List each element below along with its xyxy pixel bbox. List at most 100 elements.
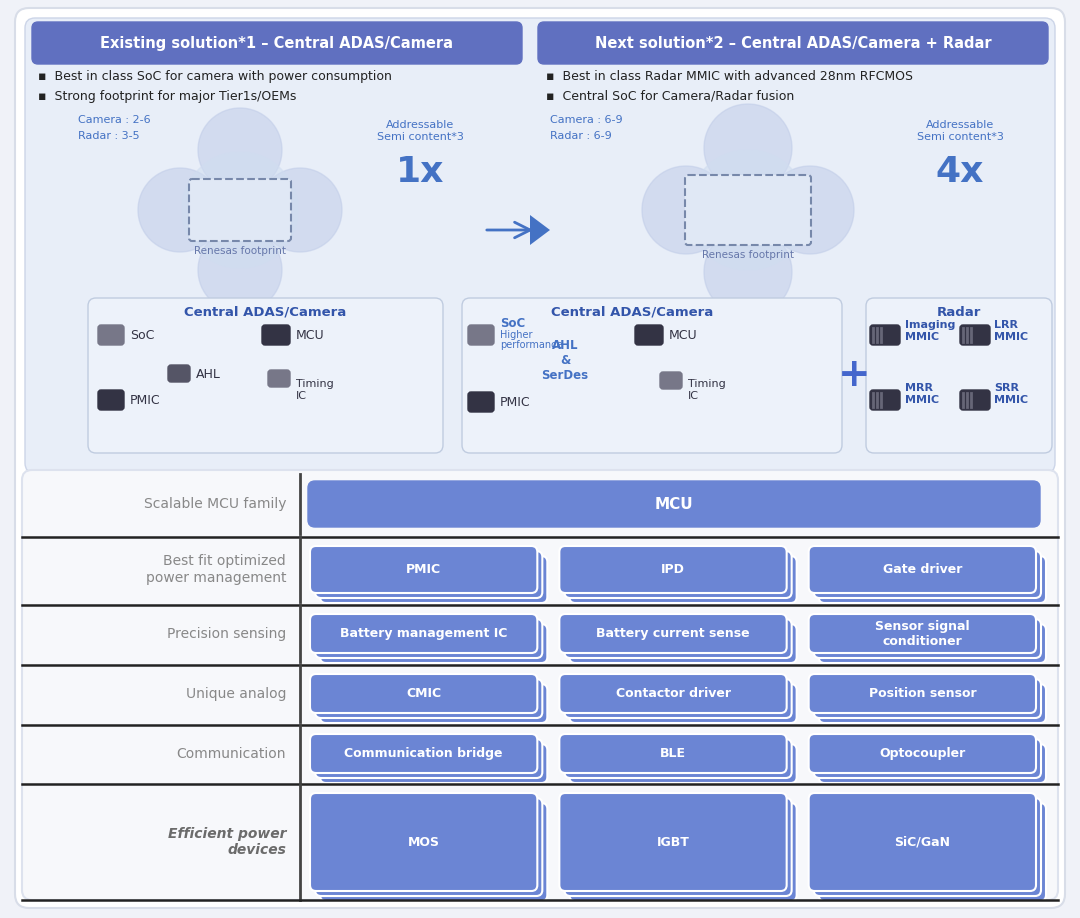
Text: Battery current sense: Battery current sense	[596, 627, 750, 640]
Text: AHL: AHL	[195, 367, 221, 380]
Text: Radar : 6-9: Radar : 6-9	[550, 131, 611, 141]
Text: ▪  Strong footprint for major Tier1s/OEMs: ▪ Strong footprint for major Tier1s/OEMs	[38, 89, 296, 103]
Text: Position sensor: Position sensor	[868, 687, 976, 700]
FancyBboxPatch shape	[468, 325, 494, 345]
Text: PMIC: PMIC	[500, 396, 530, 409]
FancyBboxPatch shape	[809, 793, 1036, 891]
FancyBboxPatch shape	[813, 619, 1041, 658]
FancyBboxPatch shape	[25, 18, 1055, 473]
FancyBboxPatch shape	[819, 624, 1047, 663]
Text: MCU: MCU	[669, 329, 698, 341]
Text: Precision sensing: Precision sensing	[166, 626, 286, 641]
FancyBboxPatch shape	[819, 803, 1047, 901]
Text: Efficient power
devices: Efficient power devices	[167, 827, 286, 857]
Text: MMIC: MMIC	[994, 395, 1028, 405]
Text: MCU: MCU	[296, 329, 325, 341]
FancyBboxPatch shape	[468, 392, 494, 412]
Text: SiC/GaN: SiC/GaN	[894, 835, 950, 848]
Text: Optocoupler: Optocoupler	[879, 747, 966, 760]
Text: IPD: IPD	[661, 563, 685, 576]
Text: Central ADAS/Camera: Central ADAS/Camera	[551, 306, 713, 319]
Text: MOS: MOS	[407, 835, 440, 848]
FancyBboxPatch shape	[813, 798, 1041, 896]
FancyBboxPatch shape	[559, 674, 786, 713]
FancyBboxPatch shape	[308, 481, 1040, 527]
FancyBboxPatch shape	[310, 674, 538, 713]
FancyBboxPatch shape	[960, 390, 990, 410]
FancyBboxPatch shape	[462, 298, 842, 453]
FancyBboxPatch shape	[559, 793, 786, 891]
Text: MMIC: MMIC	[994, 332, 1028, 342]
FancyBboxPatch shape	[310, 793, 538, 891]
FancyBboxPatch shape	[569, 803, 797, 901]
Text: PMIC: PMIC	[406, 563, 442, 576]
Circle shape	[642, 166, 730, 254]
FancyBboxPatch shape	[315, 551, 542, 598]
FancyBboxPatch shape	[315, 679, 542, 718]
Text: IGBT: IGBT	[657, 835, 689, 848]
FancyBboxPatch shape	[262, 325, 291, 345]
Text: performance: performance	[500, 340, 563, 350]
Text: Imaging: Imaging	[905, 320, 956, 330]
Text: Central ADAS/Camera: Central ADAS/Camera	[185, 306, 347, 319]
FancyBboxPatch shape	[685, 175, 811, 245]
Circle shape	[704, 104, 792, 192]
FancyBboxPatch shape	[569, 684, 797, 723]
Text: MRR: MRR	[905, 383, 933, 393]
FancyBboxPatch shape	[189, 179, 291, 241]
Text: Communication bridge: Communication bridge	[345, 747, 503, 760]
Text: Scalable MCU family: Scalable MCU family	[144, 497, 286, 511]
Text: Contactor driver: Contactor driver	[616, 687, 730, 700]
Text: ▪  Best in class SoC for camera with power consumption: ▪ Best in class SoC for camera with powe…	[38, 70, 392, 83]
FancyBboxPatch shape	[870, 325, 900, 345]
FancyBboxPatch shape	[813, 679, 1041, 718]
FancyBboxPatch shape	[569, 556, 797, 603]
FancyBboxPatch shape	[813, 739, 1041, 778]
FancyBboxPatch shape	[809, 546, 1036, 593]
FancyBboxPatch shape	[809, 674, 1036, 713]
Text: AHL
&
SerDes: AHL & SerDes	[541, 339, 589, 382]
FancyBboxPatch shape	[569, 744, 797, 783]
Text: Sensor signal
conditioner: Sensor signal conditioner	[875, 620, 970, 647]
FancyBboxPatch shape	[315, 619, 542, 658]
Text: MMIC: MMIC	[905, 332, 940, 342]
FancyBboxPatch shape	[565, 551, 792, 598]
Text: Next solution*2 – Central ADAS/Camera + Radar: Next solution*2 – Central ADAS/Camera + …	[595, 36, 991, 50]
Circle shape	[258, 168, 342, 252]
FancyBboxPatch shape	[32, 22, 522, 64]
Text: Existing solution*1 – Central ADAS/Camera: Existing solution*1 – Central ADAS/Camer…	[100, 36, 454, 50]
FancyBboxPatch shape	[538, 22, 1048, 64]
Text: +: +	[838, 356, 870, 394]
Text: CMIC: CMIC	[406, 687, 442, 700]
FancyBboxPatch shape	[960, 325, 990, 345]
Circle shape	[766, 166, 854, 254]
Text: Renesas footprint: Renesas footprint	[194, 246, 286, 256]
FancyBboxPatch shape	[310, 734, 538, 773]
FancyBboxPatch shape	[565, 739, 792, 778]
FancyBboxPatch shape	[870, 390, 900, 410]
Text: Addressable
Semi content*3: Addressable Semi content*3	[917, 120, 1003, 141]
FancyBboxPatch shape	[660, 372, 681, 389]
Text: Battery management IC: Battery management IC	[340, 627, 508, 640]
Text: Unique analog: Unique analog	[186, 687, 286, 700]
Circle shape	[198, 108, 282, 192]
Text: Radar : 3-5: Radar : 3-5	[78, 131, 139, 141]
FancyArrow shape	[484, 215, 550, 245]
Circle shape	[704, 228, 792, 316]
FancyBboxPatch shape	[320, 803, 548, 901]
Text: Renesas footprint: Renesas footprint	[702, 250, 794, 260]
Text: Timing
IC: Timing IC	[296, 379, 334, 401]
FancyBboxPatch shape	[310, 614, 538, 653]
FancyBboxPatch shape	[320, 556, 548, 603]
FancyBboxPatch shape	[15, 8, 1065, 908]
FancyBboxPatch shape	[809, 614, 1036, 653]
FancyBboxPatch shape	[569, 624, 797, 663]
Text: SRR: SRR	[994, 383, 1020, 393]
FancyBboxPatch shape	[866, 298, 1052, 453]
Circle shape	[138, 168, 222, 252]
Text: Camera : 6-9: Camera : 6-9	[550, 115, 623, 125]
FancyBboxPatch shape	[320, 684, 548, 723]
FancyBboxPatch shape	[310, 546, 538, 593]
FancyBboxPatch shape	[559, 734, 786, 773]
FancyBboxPatch shape	[565, 619, 792, 658]
